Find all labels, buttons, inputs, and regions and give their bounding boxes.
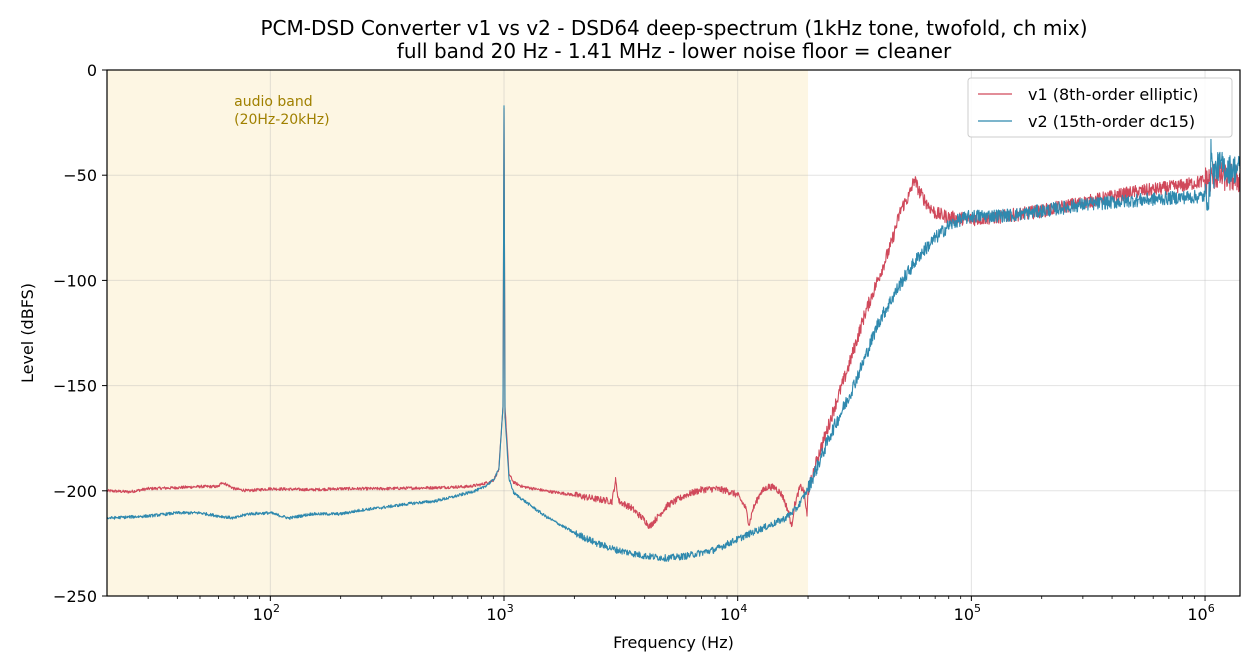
x-tick-label: 103 <box>486 602 513 624</box>
y-tick-label: −150 <box>53 377 97 396</box>
y-tick-label: −100 <box>53 271 97 290</box>
y-tick-label: −200 <box>53 482 97 501</box>
series-layer <box>106 105 1241 562</box>
audio-band-shading <box>107 70 809 596</box>
y-tick-label: −250 <box>53 587 97 606</box>
y-tick-label: −50 <box>63 166 97 185</box>
x-tick-label: 105 <box>954 602 981 624</box>
audio-band-annotation: audio band <box>234 94 312 110</box>
y-tick-label: 0 <box>87 61 97 80</box>
chart-title: PCM-DSD Converter v1 vs v2 - DSD64 deep-… <box>260 16 1087 40</box>
y-axis-label: Level (dBFS) <box>18 283 37 383</box>
x-tick-label: 106 <box>1187 602 1214 624</box>
x-tick-label: 104 <box>720 602 747 624</box>
legend-label-v1: v1 (8th-order elliptic) <box>1028 85 1198 104</box>
x-tick-label: 102 <box>253 602 280 624</box>
legend-label-v2: v2 (15th-order dc15) <box>1028 112 1195 131</box>
chart-subtitle: full band 20 Hz - 1.41 MHz - lower noise… <box>397 39 952 63</box>
legend: v1 (8th-order elliptic) v2 (15th-order d… <box>967 77 1233 138</box>
legend-box <box>967 77 1233 138</box>
series-line-v2 <box>106 105 1241 562</box>
x-axis-label: Frequency (Hz) <box>613 633 734 652</box>
plot-frame <box>106 69 1241 597</box>
audio-band-annotation-range: (20Hz-20kHz) <box>234 112 329 128</box>
ticks: 0 −50 −100 −150 −200 −250 102 103 104 105 106 <box>53 61 1215 624</box>
